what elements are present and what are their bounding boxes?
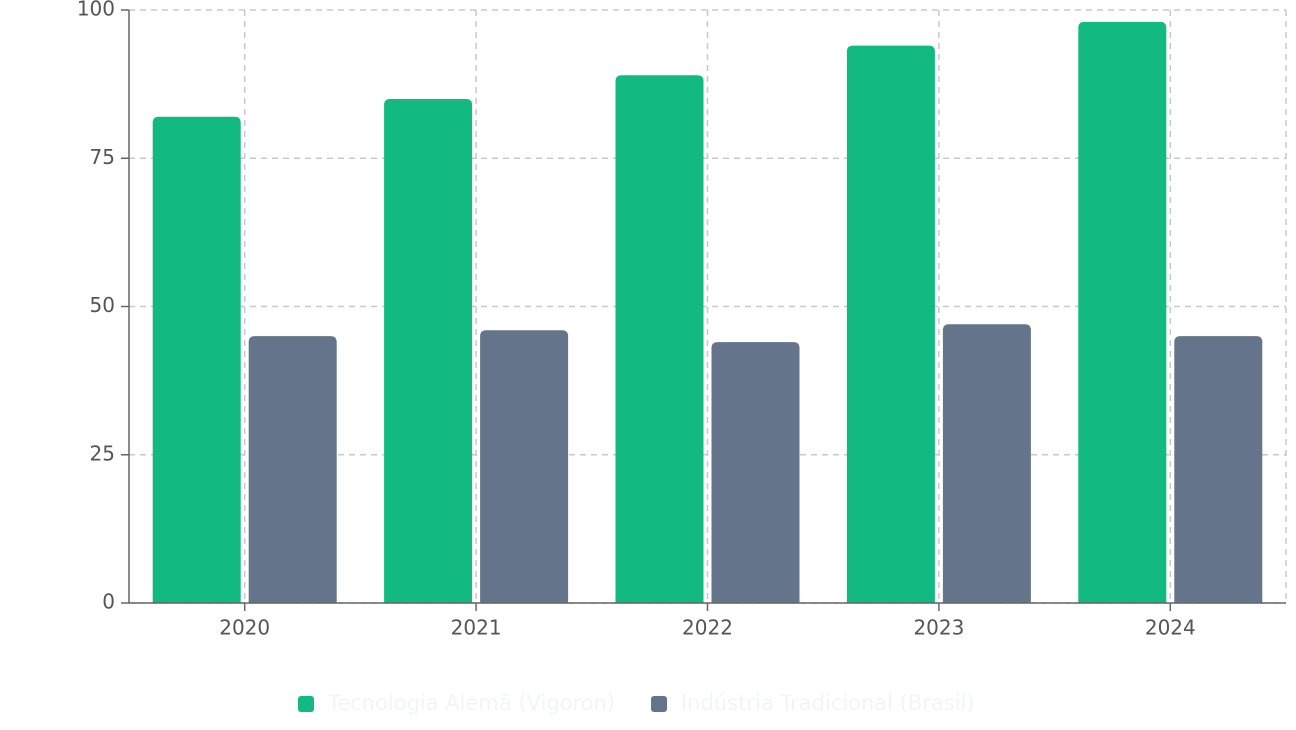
x-tick-label: 2020 xyxy=(219,616,270,640)
x-tick-label: 2022 xyxy=(682,616,733,640)
bar xyxy=(384,98,473,603)
y-tick-label: 100 xyxy=(77,0,115,21)
y-tick-label: 0 xyxy=(102,590,115,614)
bar xyxy=(1174,336,1263,603)
bar xyxy=(152,116,241,604)
bar xyxy=(942,324,1031,603)
x-tick-label: 2023 xyxy=(913,616,964,640)
bar xyxy=(615,75,704,604)
bar xyxy=(846,45,935,603)
legend-label: Tecnologia Alemã (Vigoron) xyxy=(327,691,615,715)
legend-label: Indústria Tradicional (Brasil) xyxy=(681,691,975,715)
y-tick-label: 50 xyxy=(90,293,115,317)
bar xyxy=(480,330,569,603)
y-tick-label: 25 xyxy=(90,441,115,465)
bar xyxy=(711,342,800,603)
bar xyxy=(248,336,337,603)
bar xyxy=(1078,21,1167,604)
y-tick-label: 75 xyxy=(90,145,115,169)
x-tick-label: 2024 xyxy=(1145,616,1196,640)
x-tick-label: 2021 xyxy=(451,616,502,640)
legend-swatch xyxy=(651,696,668,712)
legend-swatch xyxy=(298,696,314,712)
